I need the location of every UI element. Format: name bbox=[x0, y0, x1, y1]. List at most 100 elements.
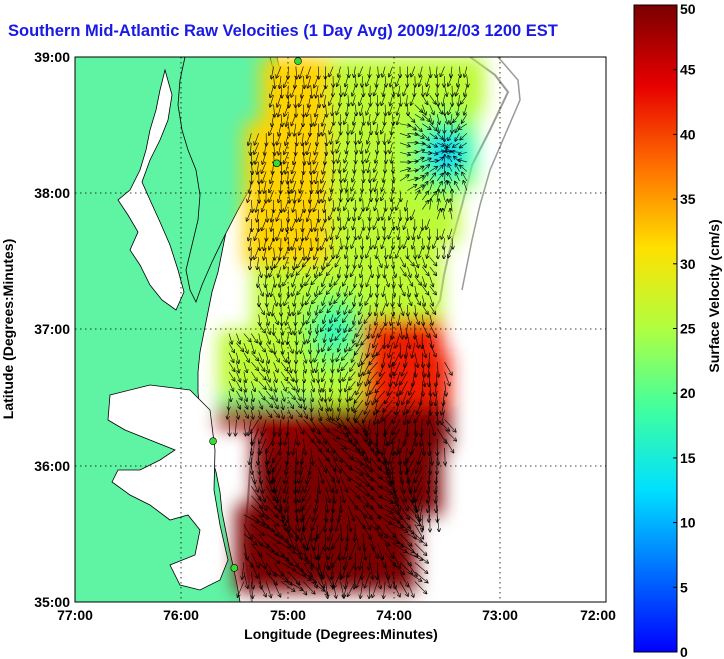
velocity-arrow bbox=[316, 362, 319, 372]
velocity-cell bbox=[269, 580, 281, 592]
velocity-cell bbox=[337, 384, 349, 396]
velocity-cell bbox=[329, 210, 341, 222]
velocity-cell bbox=[354, 111, 366, 123]
velocity-cell bbox=[320, 155, 332, 167]
velocity-cell bbox=[363, 417, 375, 429]
velocity-cell bbox=[405, 329, 417, 341]
velocity-arrow bbox=[250, 419, 259, 433]
velocity-arrow bbox=[355, 524, 356, 540]
velocity-arrow bbox=[288, 390, 294, 399]
velocity-arrow bbox=[280, 390, 284, 401]
velocity-cell bbox=[337, 449, 349, 461]
velocity-arrow bbox=[325, 533, 326, 550]
velocity-cell bbox=[337, 264, 349, 276]
velocity-arrow bbox=[412, 343, 416, 357]
velocity-cell bbox=[380, 122, 392, 134]
velocity-cell bbox=[329, 220, 341, 232]
velocity-cell bbox=[320, 166, 332, 178]
velocity-arrow bbox=[408, 466, 416, 482]
velocity-cell bbox=[278, 417, 290, 429]
velocity-cell bbox=[252, 580, 264, 592]
velocity-arrow bbox=[383, 581, 385, 598]
velocity-cell bbox=[329, 460, 341, 472]
velocity-cell bbox=[405, 362, 417, 374]
velocity-cell bbox=[397, 144, 409, 156]
velocity-cell bbox=[337, 329, 349, 341]
velocity-arrow bbox=[236, 409, 238, 419]
velocity-cell bbox=[363, 580, 375, 592]
velocity-cell bbox=[286, 493, 298, 505]
velocity-cell bbox=[388, 144, 400, 156]
velocity-cell bbox=[337, 340, 349, 352]
velocity-arrow bbox=[377, 400, 386, 412]
velocity-cell bbox=[337, 253, 349, 265]
velocity-cell bbox=[405, 482, 417, 494]
velocity-cell bbox=[218, 373, 230, 385]
velocity-cell bbox=[329, 264, 341, 276]
velocity-arrow bbox=[394, 362, 401, 375]
colorbar-tick-label: 50 bbox=[680, 1, 696, 17]
velocity-cell bbox=[329, 569, 341, 581]
velocity-arrow bbox=[334, 571, 341, 587]
velocity-cell bbox=[312, 210, 324, 222]
x-tick-label: 75:00 bbox=[270, 607, 306, 623]
velocity-cell bbox=[252, 329, 264, 341]
velocity-cell bbox=[371, 362, 383, 374]
velocity-cell bbox=[252, 297, 264, 309]
velocity-cell bbox=[431, 111, 443, 123]
velocity-cell bbox=[320, 264, 332, 276]
velocity-arrow bbox=[265, 352, 268, 363]
velocity-arrow bbox=[258, 362, 265, 371]
velocity-cell bbox=[414, 155, 426, 167]
velocity-cell bbox=[286, 515, 298, 527]
velocity-cell bbox=[329, 308, 341, 320]
velocity-cell bbox=[235, 406, 247, 418]
velocity-cell bbox=[371, 537, 383, 549]
velocity-cell bbox=[346, 264, 358, 276]
velocity-arrow bbox=[410, 476, 416, 493]
velocity-cell bbox=[388, 384, 400, 396]
pamlico-sound bbox=[107, 384, 229, 591]
colorbar-tick-label: 45 bbox=[680, 62, 696, 78]
velocity-arrow bbox=[251, 505, 263, 516]
velocity-cell bbox=[303, 406, 315, 418]
velocity-arrow bbox=[227, 409, 229, 419]
velocity-cell bbox=[397, 504, 409, 516]
velocity-cell bbox=[252, 286, 264, 298]
velocity-cell bbox=[337, 101, 349, 113]
velocity-arrow bbox=[349, 381, 356, 389]
velocity-cell bbox=[388, 569, 400, 581]
velocity-arrow bbox=[331, 371, 333, 382]
velocity-arrow bbox=[384, 485, 397, 498]
velocity-arrow bbox=[311, 362, 313, 372]
velocity-cell bbox=[388, 340, 400, 352]
velocity-cell bbox=[405, 428, 417, 440]
velocity-arrow bbox=[362, 533, 365, 550]
velocity-cell bbox=[380, 188, 392, 200]
velocity-cell bbox=[244, 351, 256, 363]
velocity-cell bbox=[380, 308, 392, 320]
velocity-cell bbox=[380, 264, 392, 276]
velocity-arrow bbox=[329, 552, 334, 569]
velocity-cell bbox=[312, 319, 324, 331]
velocity-cell bbox=[269, 231, 281, 243]
velocity-arrow bbox=[407, 457, 416, 472]
velocity-arrow bbox=[418, 447, 423, 464]
velocity-cell bbox=[431, 438, 443, 450]
velocity-cell bbox=[329, 329, 341, 341]
velocity-cell bbox=[278, 580, 290, 592]
velocity-arrow bbox=[322, 362, 326, 371]
velocity-cell bbox=[422, 111, 434, 123]
velocity-cell bbox=[244, 547, 256, 559]
velocity-cell bbox=[354, 569, 366, 581]
velocity-arrow bbox=[341, 495, 342, 512]
velocity-arrow bbox=[365, 571, 371, 587]
velocity-cell bbox=[405, 580, 417, 592]
velocity-cell bbox=[414, 177, 426, 189]
velocity-cell bbox=[295, 231, 307, 243]
velocity-cell bbox=[286, 101, 298, 113]
velocity-cell bbox=[414, 166, 426, 178]
velocity-cell bbox=[397, 122, 409, 134]
velocity-arrow bbox=[383, 409, 393, 421]
velocity-cell bbox=[244, 210, 256, 222]
